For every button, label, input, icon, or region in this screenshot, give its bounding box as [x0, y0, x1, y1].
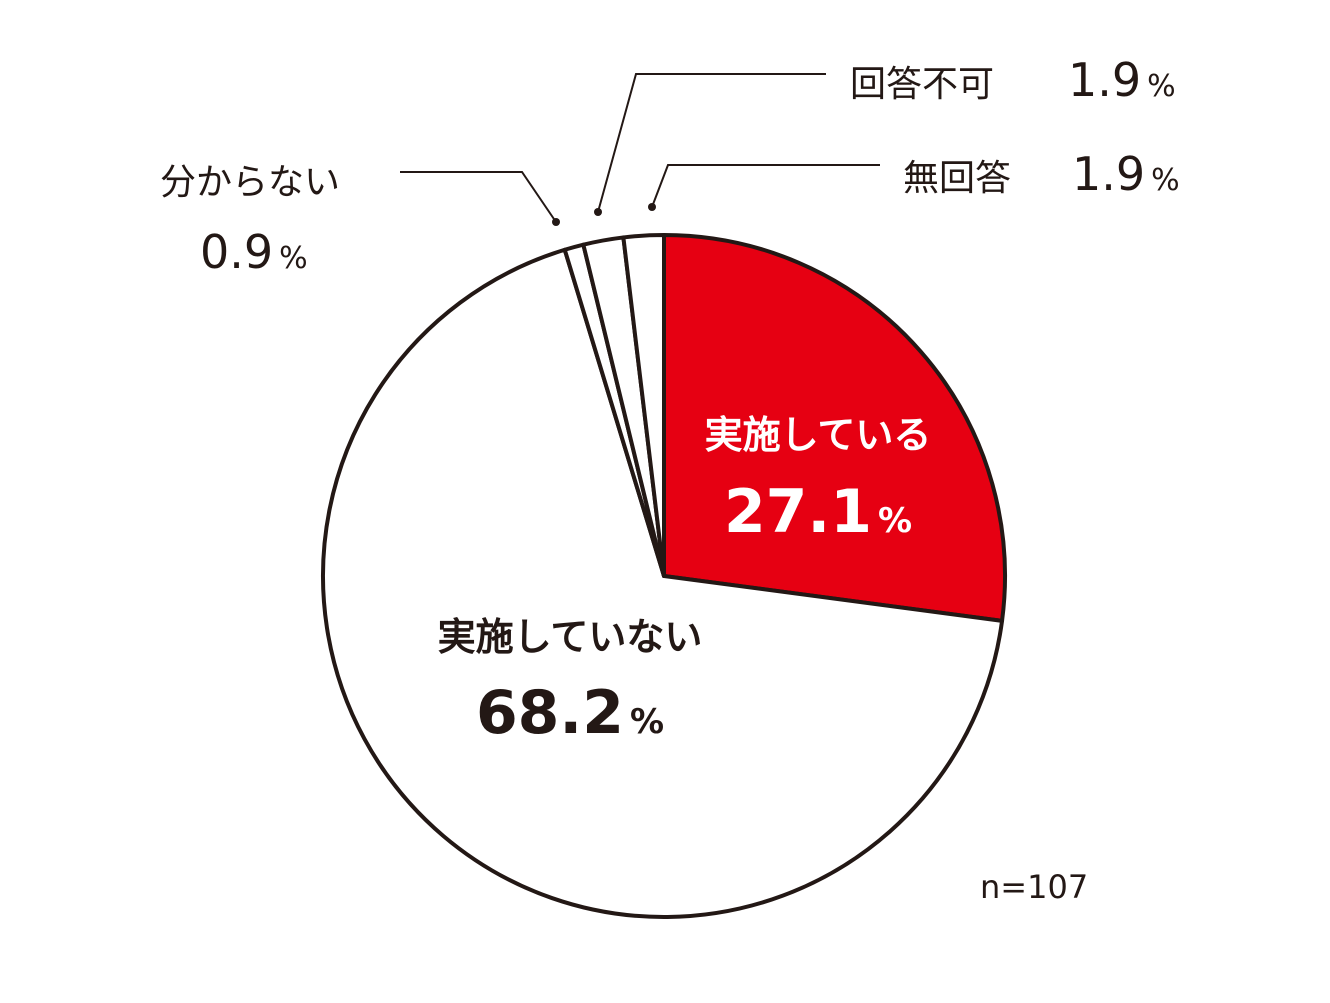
- leader-line-not-applicable: [597, 73, 826, 213]
- pie-slices: [321, 233, 1008, 919]
- slice-label-implementing: 実施している: [705, 413, 932, 457]
- leader-dot-unknown: [552, 218, 560, 226]
- slice-label-not-implementing: 実施していない: [438, 615, 703, 659]
- leader-dot-no-answer: [648, 203, 656, 211]
- leader-lines: [400, 73, 880, 226]
- callout-label-not-applicable: 回答不可: [850, 64, 994, 105]
- callout-label-no-answer: 無回答: [903, 158, 1011, 199]
- pie-slice-no-answer: [621, 233, 666, 578]
- leader-line-no-answer: [651, 164, 880, 208]
- slice-value-not-implementing: 68.2%: [476, 678, 664, 748]
- pie-slice-implementing: [662, 233, 1008, 623]
- leader-dot-not-applicable: [594, 208, 602, 216]
- callout-value-unknown: 0.9%: [200, 225, 308, 279]
- slice-value-implementing: 27.1%: [724, 477, 912, 547]
- callout-label-unknown: 分からない: [160, 162, 340, 203]
- leader-line-unknown: [400, 171, 557, 223]
- pie-slice-not-implementing: [321, 247, 1005, 919]
- sample-size: n=107: [980, 868, 1088, 906]
- callout-value-not-applicable: 1.9%: [1068, 53, 1176, 107]
- callout-value-no-answer: 1.9%: [1072, 147, 1180, 201]
